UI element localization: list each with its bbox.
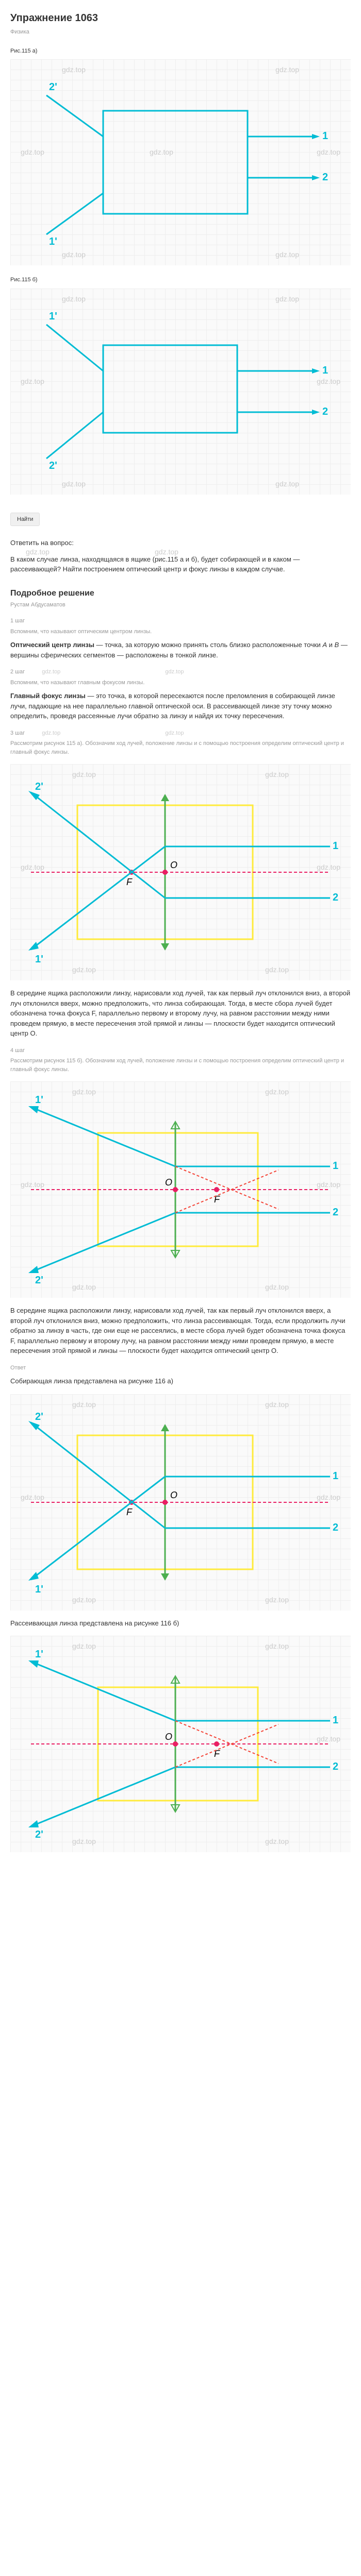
step3-text: В середине ящика расположили линзу, нари…	[10, 988, 351, 1039]
step2-text: Главный фокус линзы — это точка, в котор…	[10, 691, 351, 721]
subtitle: Физика	[10, 28, 351, 37]
step1-label: 1 шаг	[10, 617, 351, 625]
svg-text:F: F	[214, 1749, 220, 1759]
svg-text:2: 2	[333, 892, 338, 903]
step3-label: 3 шаг gdz.top gdz.top	[10, 729, 351, 738]
svg-text:O: O	[165, 1177, 172, 1188]
diagram-116a: O F 1 2 2' 1' gdz.top gdz.top gdz.top gd…	[10, 764, 351, 980]
svg-text:1: 1	[333, 840, 338, 852]
svg-text:O: O	[170, 1490, 177, 1500]
svg-text:2: 2	[322, 406, 328, 417]
step1-sub: Вспомним, что называют оптическим центро…	[10, 628, 351, 636]
find-button[interactable]: Найти	[10, 513, 40, 527]
watermark: gdz.top	[62, 479, 86, 489]
step4-label: 4 шаг	[10, 1046, 351, 1055]
svg-text:2': 2'	[49, 460, 57, 471]
question-heading: Ответить на вопрос:	[10, 538, 351, 548]
svg-text:1': 1'	[35, 1584, 43, 1595]
svg-text:F: F	[126, 877, 133, 887]
watermark: gdz.top	[62, 249, 86, 260]
answer-diagram-b: O F 1 2 1' 2' gdz.top gdz.top gdz.top gd…	[10, 1636, 351, 1852]
svg-text:2': 2'	[35, 1829, 43, 1840]
watermark: gdz.top	[275, 64, 299, 75]
step4-sub: Рассмотрим рисунок 115 б). Обозначим ход…	[10, 1057, 351, 1074]
svg-text:1: 1	[333, 1160, 338, 1172]
step2-label: 2 шаг gdz.top gdz.top	[10, 668, 351, 676]
svg-text:1': 1'	[49, 311, 57, 322]
step4-text: В середине ящика расположили линзу, нари…	[10, 1306, 351, 1356]
svg-text:1': 1'	[35, 1094, 43, 1106]
svg-text:2: 2	[333, 1207, 338, 1218]
svg-text:1: 1	[333, 1470, 338, 1482]
step1-text: Оптический центр линзы — точка, за котор…	[10, 640, 351, 660]
svg-text:1: 1	[322, 130, 328, 142]
watermark: gdz.top	[275, 294, 299, 304]
svg-text:F: F	[126, 1507, 133, 1517]
watermark: gdz.top	[62, 64, 86, 75]
fig-b-label: Рис.115 б)	[10, 276, 351, 284]
answer-a: Собирающая линза представлена на рисунке…	[10, 1376, 351, 1386]
svg-text:1: 1	[322, 365, 328, 376]
svg-text:2: 2	[333, 1761, 338, 1772]
watermark: gdz.top	[275, 249, 299, 260]
svg-text:2': 2'	[35, 781, 43, 792]
svg-text:1: 1	[333, 1715, 338, 1726]
svg-text:O: O	[170, 860, 177, 870]
svg-text:F: F	[214, 1194, 220, 1205]
figure-115b: 1' 2' 1 2 gdz.top gdz.top gdz.top gdz.to…	[10, 289, 351, 495]
answer-b: Рассеивающая линза представлена на рисун…	[10, 1618, 351, 1629]
solution-author: Рустам Абдусаматов	[10, 601, 351, 609]
page-title: Упражнение 1063	[10, 10, 351, 26]
svg-text:1': 1'	[49, 236, 57, 247]
svg-text:2': 2'	[35, 1275, 43, 1286]
svg-text:1': 1'	[35, 954, 43, 965]
step2-sub: Вспомним, что называют главным фокусом л…	[10, 679, 351, 687]
svg-text:O: O	[165, 1732, 172, 1742]
svg-text:2': 2'	[35, 1411, 43, 1422]
step3-sub: Рассмотрим рисунок 115 а). Обозначим ход…	[10, 739, 351, 756]
svg-text:1': 1'	[35, 1649, 43, 1660]
answer-label: Ответ	[10, 1364, 351, 1372]
question-text: В каком случае линза, находящаяся в ящик…	[10, 554, 351, 574]
diagram-116b: O F 1 2 1' 2' gdz.top gdz.top gdz.top gd…	[10, 1081, 351, 1298]
figure-115a: 2' 1' 1 2 gdz.top gdz.top gdz.top gdz.to…	[10, 59, 351, 265]
svg-text:2: 2	[322, 172, 328, 183]
watermark: gdz.top	[275, 479, 299, 489]
watermark: gdz.top	[62, 294, 86, 304]
svg-text:2: 2	[333, 1522, 338, 1533]
fig-a-label: Рис.115 а)	[10, 47, 351, 56]
solution-title: Подробное решение	[10, 587, 351, 600]
answer-diagram-a: O F 1 2 2' 1' gdz.top gdz.top gdz.top gd…	[10, 1394, 351, 1611]
svg-text:2': 2'	[49, 81, 57, 93]
